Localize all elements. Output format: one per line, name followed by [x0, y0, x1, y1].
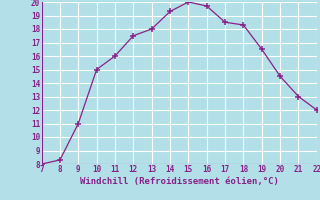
- X-axis label: Windchill (Refroidissement éolien,°C): Windchill (Refroidissement éolien,°C): [80, 177, 279, 186]
